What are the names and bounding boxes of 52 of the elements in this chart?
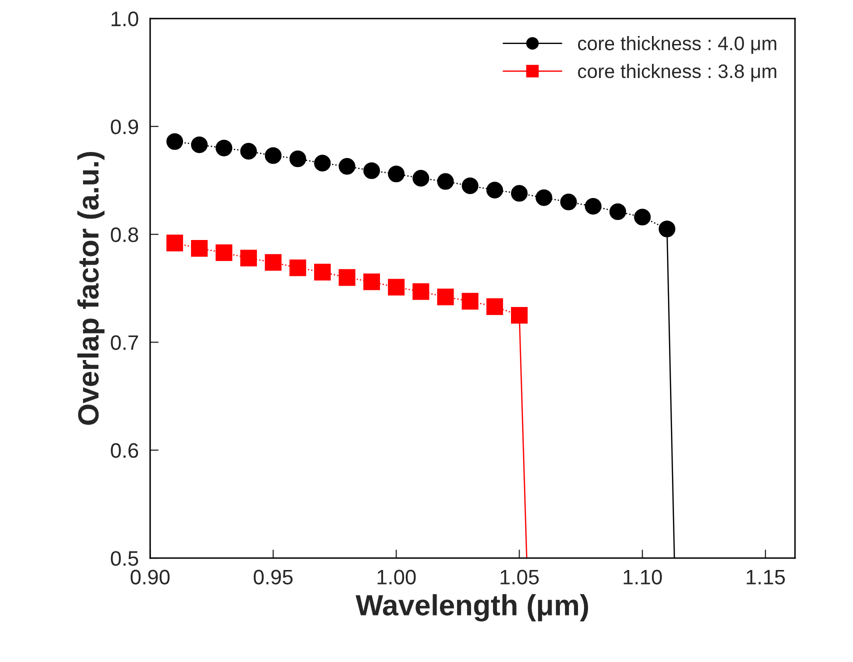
- point: [166, 234, 184, 252]
- point: [462, 177, 478, 194]
- point: [338, 269, 356, 286]
- point: [412, 283, 430, 300]
- point: [462, 292, 478, 310]
- y-tick-label: 0.5: [110, 551, 138, 566]
- point: [289, 150, 306, 168]
- point: [191, 240, 208, 257]
- point: [363, 273, 380, 290]
- legend-label: core thickness : 4.0 μm: [578, 36, 776, 54]
- legend-label: core thickness : 3.8 μm: [578, 64, 776, 82]
- point: [216, 140, 232, 156]
- point: [264, 147, 282, 164]
- point: [437, 288, 454, 306]
- x-axis-title: Wavelength (μm): [356, 594, 588, 622]
- point: [437, 173, 454, 190]
- x-tick-label: 1.15: [746, 570, 785, 584]
- point: [560, 194, 577, 210]
- point: [314, 264, 331, 280]
- point: [510, 306, 528, 324]
- point: [338, 158, 356, 175]
- point: [264, 254, 282, 271]
- point: [240, 250, 257, 266]
- point: [363, 162, 380, 180]
- point: [216, 244, 232, 262]
- point: [634, 208, 651, 226]
- point: [388, 278, 405, 296]
- x-tick-label: 1.05: [500, 570, 539, 584]
- point: [536, 189, 552, 206]
- y-tick-label: 1.0: [112, 12, 138, 26]
- y-tick-label: 0.7: [110, 335, 138, 350]
- y-tick-label: 0.9: [110, 119, 138, 134]
- x-tick-label: 1.10: [624, 570, 662, 584]
- point: [584, 198, 602, 215]
- point: [486, 298, 504, 315]
- x-tick-label: 1.00: [378, 570, 416, 584]
- y-axis-title: Overlap factor (a.u.): [77, 152, 105, 425]
- point: [191, 136, 208, 154]
- point: [510, 185, 528, 202]
- point: [388, 166, 405, 182]
- y-tick-label: 0.8: [110, 227, 138, 242]
- point: [240, 142, 257, 160]
- x-tick-label: 0.90: [130, 570, 170, 584]
- point: [314, 154, 331, 172]
- x-tick-label: 0.95: [254, 570, 293, 584]
- y-tick-label: 0.6: [110, 443, 138, 458]
- point: [289, 259, 306, 276]
- point: [658, 220, 676, 238]
- point: [166, 133, 184, 150]
- point: [486, 182, 504, 198]
- point: [412, 170, 430, 187]
- point: [609, 203, 626, 220]
